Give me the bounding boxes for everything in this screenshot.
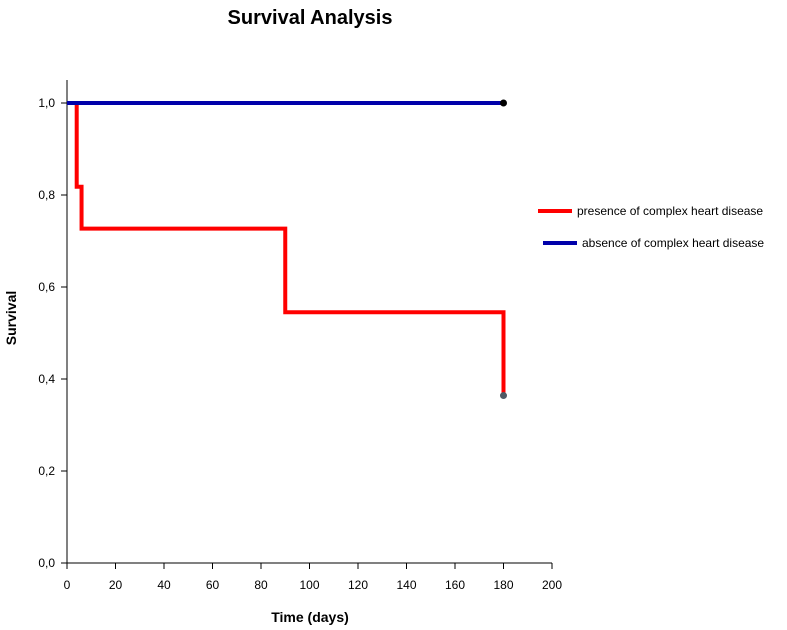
y-tick-label: 0,4 <box>38 372 55 386</box>
y-tick-label: 0,6 <box>38 280 55 294</box>
series-end-marker-absence <box>500 99 507 107</box>
legend-label: presence of complex heart disease <box>577 204 763 218</box>
x-tick-label: 60 <box>206 578 220 592</box>
y-tick-label: 0,2 <box>38 464 55 478</box>
x-tick-label: 120 <box>348 578 368 592</box>
series-line-presence <box>67 101 506 396</box>
x-tick-label: 180 <box>493 578 513 592</box>
x-tick-label: 160 <box>445 578 465 592</box>
x-axis-label: Time (days) <box>271 609 349 625</box>
y-axis-label: Survival <box>3 291 19 345</box>
legend-label: absence of complex heart disease <box>582 236 764 250</box>
series-layer <box>67 99 507 400</box>
x-tick-label: 80 <box>254 578 268 592</box>
series-end-marker-presence <box>500 392 507 400</box>
x-tick-label: 100 <box>299 578 319 592</box>
x-tick-label: 0 <box>64 578 71 592</box>
y-tick-label: 0,8 <box>38 188 55 202</box>
x-tick-label: 40 <box>157 578 171 592</box>
chart-title: Survival Analysis <box>228 7 393 29</box>
y-axis-ticks: 0,0 0,2 0,4 0,6 0,8 1,0 <box>38 96 67 570</box>
y-tick-label: 0,0 <box>38 556 55 570</box>
x-axis-ticks: 0 20 40 60 80 100 120 140 160 180 200 <box>64 563 562 592</box>
x-tick-label: 200 <box>542 578 562 592</box>
legend: presence of complex heart disease absence… <box>538 204 764 250</box>
x-tick-label: 140 <box>396 578 416 592</box>
y-tick-label: 1,0 <box>38 96 55 110</box>
x-tick-label: 20 <box>109 578 123 592</box>
